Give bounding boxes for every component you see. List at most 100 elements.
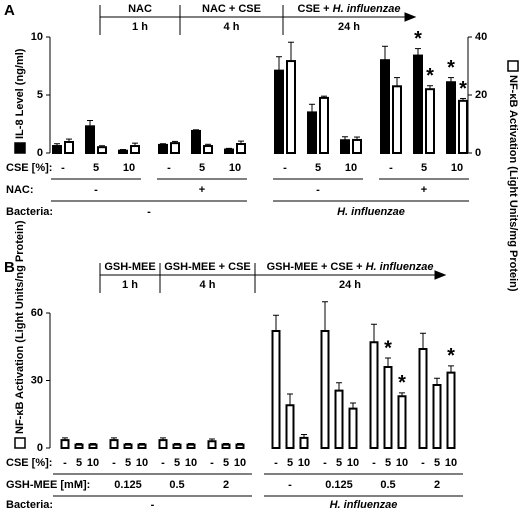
x-tick-label: 10 — [234, 457, 246, 469]
y-axis-label: IL-8 Level (ng/ml) — [14, 48, 26, 139]
group-label: - — [77, 479, 81, 491]
phase-text: GSH-MEE — [104, 261, 155, 273]
bar — [458, 99, 468, 155]
x-tick-label: 10 — [347, 457, 359, 469]
x-tick-label: 5 — [434, 457, 440, 469]
x-tick-label: 10 — [445, 457, 457, 469]
x-tick-label: - — [61, 162, 65, 174]
phase-text: CSE + — [298, 3, 333, 15]
phase-label: GSH-MEE — [104, 261, 155, 273]
bar — [446, 371, 456, 449]
bar — [137, 443, 147, 449]
x-tick-label: - — [421, 457, 425, 469]
significance-mark: * — [459, 78, 467, 100]
phase-duration: 24 h — [338, 21, 360, 33]
bar — [286, 60, 296, 154]
bar — [446, 81, 456, 154]
x-tick-label: 5 — [336, 457, 342, 469]
significance-mark: * — [447, 345, 455, 367]
group-label: H. influenzae — [330, 499, 398, 510]
group-label: - — [316, 184, 320, 196]
bar — [130, 145, 140, 154]
x-tick-label: 10 — [123, 162, 135, 174]
phase-text: H. influenzae — [366, 261, 434, 273]
bar — [158, 143, 168, 155]
group-label: 2 — [223, 479, 229, 491]
x-tick-label: 10 — [229, 162, 241, 174]
x-tick-label: - — [274, 457, 278, 469]
bar — [236, 143, 246, 154]
bar — [88, 443, 98, 449]
bar — [158, 439, 168, 449]
group-label: + — [421, 184, 427, 196]
x-tick-label: 5 — [125, 457, 131, 469]
bar — [172, 443, 182, 449]
bar — [334, 389, 344, 449]
bar — [432, 384, 442, 449]
x-tick-label: 10 — [87, 457, 99, 469]
group-label: - — [147, 206, 151, 218]
y2-tick-label: 20 — [475, 89, 487, 101]
bar — [170, 142, 180, 154]
x-tick-label: 5 — [223, 457, 229, 469]
y-tick-label: 60 — [31, 307, 43, 319]
phase-duration: 4 h — [224, 21, 240, 33]
panel-letter: B — [4, 259, 15, 276]
row-label: CSE [%]: — [6, 457, 52, 469]
timeline-arrow — [434, 270, 447, 280]
y-tick-label: 0 — [37, 147, 43, 159]
phase-duration: 4 h — [200, 279, 216, 291]
bar — [109, 439, 119, 449]
y-tick-label: 5 — [37, 89, 43, 101]
x-tick-label: - — [167, 162, 171, 174]
group-label: H. influenzae — [337, 206, 405, 218]
bar — [425, 88, 435, 154]
row-label: GSH-MEE [mM]: — [6, 479, 90, 491]
x-tick-label: 5 — [421, 162, 427, 174]
bar — [392, 85, 402, 154]
group-label: + — [199, 184, 205, 196]
group-label: 2 — [434, 479, 440, 491]
bar — [123, 443, 133, 449]
significance-mark: * — [384, 337, 392, 359]
bar — [369, 341, 379, 449]
group-label: 0.125 — [325, 479, 353, 491]
bar — [271, 330, 281, 449]
bar — [319, 96, 329, 154]
phase-label: GSH-MEE + CSE — [164, 261, 251, 273]
legend-swatch — [507, 60, 519, 72]
y2-tick-label: 40 — [475, 31, 487, 43]
group-label: - — [94, 184, 98, 196]
x-tick-label: - — [112, 457, 116, 469]
bar — [413, 54, 423, 155]
bar — [352, 138, 362, 154]
y2-axis-label: NF-κB Activation (Light Units/mg Protein… — [507, 75, 519, 292]
bar — [274, 69, 284, 154]
x-tick-label: 5 — [76, 457, 82, 469]
significance-mark: * — [414, 28, 422, 50]
row-label: Bacteria: — [6, 206, 53, 218]
x-tick-label: 10 — [451, 162, 463, 174]
bar — [52, 145, 62, 154]
bar — [235, 443, 245, 449]
bar — [207, 440, 217, 449]
phase-text: GSH-MEE + CSE + — [267, 261, 366, 273]
row-label: CSE [%]: — [6, 162, 52, 174]
bar — [221, 443, 231, 449]
x-tick-label: 5 — [315, 162, 321, 174]
x-tick-label: - — [389, 162, 393, 174]
bar — [203, 145, 213, 154]
bar — [299, 436, 309, 449]
x-tick-label: - — [372, 457, 376, 469]
group-label: 0.125 — [114, 479, 142, 491]
x-tick-label: 5 — [385, 457, 391, 469]
legend-swatch — [14, 437, 26, 449]
x-tick-label: 10 — [396, 457, 408, 469]
bar — [418, 348, 428, 449]
phase-duration: 24 h — [339, 279, 361, 291]
phase-text: NAC + CSE — [202, 3, 261, 15]
bar — [285, 404, 295, 449]
row-label: Bacteria: — [6, 499, 53, 510]
x-tick-label: - — [283, 162, 287, 174]
